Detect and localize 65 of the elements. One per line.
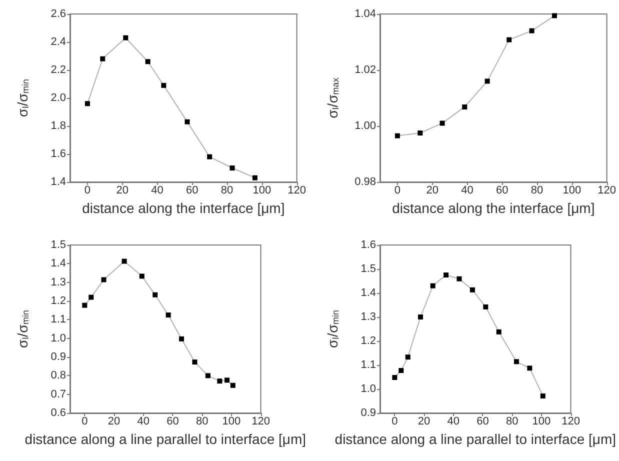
x-tick-label: 40	[151, 184, 164, 196]
x-tick-label: 80	[530, 184, 544, 196]
y-tick-label: 1.4	[50, 176, 66, 188]
x-tick-label: 60	[476, 416, 489, 428]
x-tick-label: 100	[562, 184, 582, 196]
x-tick-label: 100	[532, 416, 551, 428]
x-tick-label: 20	[426, 184, 438, 196]
x-tick-label: 80	[506, 416, 518, 428]
x-tick-label: 80	[196, 416, 208, 428]
y-tick-label: 2.4	[50, 36, 66, 48]
x-tick-label: 0	[392, 416, 398, 428]
y-tick-label: 1.6	[50, 148, 66, 160]
y-axis-title: σI/σmin	[14, 310, 30, 348]
y-tick-label: 1.0	[50, 332, 66, 344]
y-tick-label: 1.5	[360, 263, 376, 275]
x-tick-label: 120	[598, 184, 616, 196]
x-tick-label: 120	[562, 416, 580, 428]
y-tick-label: 1.1	[360, 359, 376, 371]
x-axis-title: distance along a line parallel to interface [μm]	[24, 430, 306, 447]
y-axis-title: σI/σmin	[324, 310, 340, 348]
x-axis-title: distance along the interface [μm]	[392, 200, 595, 216]
y-tick-label: 0.9	[50, 351, 66, 363]
y-tick-label: 0.6	[50, 407, 66, 419]
x-axis-title: distance along a line parallel to interface [μm]	[334, 430, 616, 447]
y-tick-label: 1.5	[50, 239, 66, 251]
x-tick-label: 100	[252, 184, 272, 196]
y-tick-label: 1.00	[354, 120, 376, 132]
x-tick-label: 60	[186, 184, 198, 196]
y-tick-label: 1.1	[50, 314, 66, 326]
x-tick-label: 40	[137, 416, 150, 428]
x-tick-label: 40	[461, 184, 474, 196]
y-tick-label: 1.2	[50, 295, 66, 307]
y-tick-label: 2.0	[50, 92, 66, 104]
x-tick-label: 60	[166, 416, 179, 428]
y-tick-label: 1.0	[360, 383, 376, 395]
y-tick-label: 0.98	[354, 176, 376, 188]
y-tick-label: 1.02	[354, 64, 376, 76]
x-tick-label: 0	[84, 184, 91, 196]
y-tick-label: 1.8	[50, 120, 66, 132]
y-tick-label: 1.6	[360, 239, 376, 251]
x-tick-label: 20	[108, 416, 120, 428]
x-tick-label: 0	[394, 184, 401, 196]
x-tick-label: 20	[418, 416, 430, 428]
y-tick-label: 1.2	[360, 335, 376, 347]
y-axis-title: σI/σmin	[14, 78, 30, 118]
y-tick-label: 1.04	[354, 8, 376, 20]
y-axis-title: σI/σmax	[324, 77, 340, 118]
x-tick-label: 40	[447, 416, 460, 428]
y-tick-label: 1.3	[360, 311, 376, 323]
y-tick-label: 1.3	[50, 276, 66, 288]
x-tick-label: 0	[82, 416, 88, 428]
y-tick-label: 2.2	[50, 64, 66, 76]
x-tick-label: 20	[116, 184, 128, 196]
x-tick-label: 120	[252, 416, 270, 428]
x-tick-label: 60	[496, 184, 508, 196]
y-tick-label: 1.4	[360, 287, 376, 299]
y-tick-label: 0.9	[360, 407, 376, 419]
x-axis-title: distance along the interface [μm]	[82, 200, 285, 216]
y-tick-label: 2.6	[50, 8, 66, 20]
x-tick-label: 120	[288, 184, 306, 196]
x-tick-label: 100	[222, 416, 241, 428]
x-tick-label: 80	[220, 184, 234, 196]
y-tick-label: 0.7	[50, 388, 66, 400]
y-tick-label: 0.8	[50, 370, 66, 382]
y-tick-label: 1.4	[50, 258, 66, 270]
